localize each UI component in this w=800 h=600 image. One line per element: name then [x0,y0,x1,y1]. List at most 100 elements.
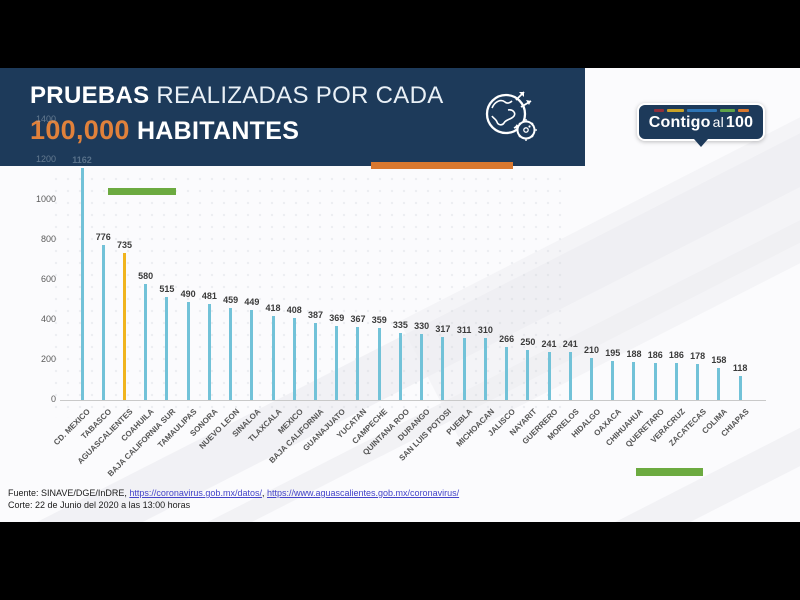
footer: Fuente: SINAVE/DGE/InDRE, https://corona… [8,487,459,511]
bar-value-label: 369 [329,313,345,324]
bar-mexico [292,318,296,400]
bar-yucatan [356,326,360,400]
bar-value-label: 210 [584,345,600,355]
logo-dash [719,109,735,112]
bar-puebla [462,337,466,400]
bar-morelos [568,351,572,400]
bar-sonora [207,303,211,400]
logo-dash [686,109,717,112]
bar-value-label: 735 [116,240,132,250]
bar-value-label: 515 [159,284,175,294]
bar-value-label: 310 [477,325,493,335]
logo-word-contigo: Contigo [648,114,711,131]
bar-value-label: 186 [647,349,663,360]
page-title: PRUEBAS REALIZADAS POR CADA 100,000 HABI… [30,82,444,146]
y-axis-tick-label: 1400 [35,114,56,124]
bar-chiapas [738,376,742,400]
title-line-1: PRUEBAS REALIZADAS POR CADA [30,82,444,110]
globe-virus-icon [485,91,537,141]
bar-durango [420,334,424,400]
bar-value-label: 158 [711,355,727,366]
bar-coahuila [144,284,148,400]
green-highlight-bar-top [108,188,176,195]
y-axis-tick-label: 1000 [35,194,56,204]
bar-value-label: 317 [435,323,451,334]
logo-speech-tail [694,139,708,147]
bar-value-label: 311 [456,324,472,335]
x-axis-line [60,400,766,401]
y-axis-tick-label: 600 [40,274,56,284]
bar-value-label: 335 [392,320,408,330]
y-axis-tick-label: 200 [40,354,56,364]
bar-chihuahua [632,362,636,400]
logo-dashes [639,109,763,112]
source-separator: , [261,488,267,498]
bar-zacatecas [696,364,700,400]
bar-value-label: 266 [499,333,515,344]
bar-tlaxcala [271,316,275,400]
cutoff-line: Corte: 22 de Junio del 2020 a las 13:00 … [8,500,191,510]
bar-sinaloa [250,310,254,400]
bar-value-label: 408 [286,305,302,316]
source-link-datos[interactable]: https://coronavirus.gob.mx/datos/ [129,488,262,498]
bar-value-label: 1162 [72,154,92,165]
bar-hidalgo [590,358,594,400]
bar-baja-california [314,322,318,400]
contigo-al-100-logo: Contigo al 100 [637,103,765,147]
logo-word-100: 100 [725,114,754,131]
bar-michoacan [483,338,487,400]
bar-cd-mexico [80,167,84,400]
bar-veracruz [674,362,678,400]
bar-baja-california-sur [165,297,169,400]
bar-value-label: 188 [626,349,642,360]
bar-value-label: 250 [520,337,536,347]
bar-value-label: 580 [138,271,154,281]
bar-guanajuato [335,326,339,400]
bar-value-label: 490 [180,289,196,299]
bar-value-label: 118 [732,363,748,374]
logo-dash [653,109,664,112]
source-line: Fuente: SINAVE/DGE/InDRE, https://corona… [8,487,459,499]
bar-value-label: 241 [541,338,557,349]
bar-value-label: 776 [95,231,111,242]
bar-colima [717,368,721,400]
green-highlight-bar-bottom [636,468,703,476]
bar-value-label: 387 [308,309,324,320]
title-rest: REALIZADAS POR CADA [156,82,444,109]
source-link-aguascalientes[interactable]: https://www.aguascalientes.gob.mx/corona… [266,488,460,498]
title-line-2: 100,000 HABITANTES [30,115,444,146]
bar-value-label: 195 [605,348,621,358]
bar-value-label: 330 [414,321,430,331]
bar-nayarit [526,350,530,400]
title-100000: 100,000 [30,115,130,145]
bar-jalisco [505,346,509,400]
bar-value-label: 418 [265,303,281,314]
source-prefix: Fuente: SINAVE/DGE/InDRE, [8,488,130,498]
bar-quintana-roo [398,333,402,400]
bar-campeche [377,328,381,400]
bar-oaxaca [611,361,615,400]
logo-dash [737,109,749,112]
bar-value-label: 481 [201,290,217,301]
logo-text: Contigo al 100 [639,114,763,132]
bar-tabasco [101,244,105,400]
bar-guerrero [547,351,551,400]
y-axis-tick-label: 0 [50,394,56,404]
logo-word-al: al [712,114,724,130]
bar-value-label: 459 [223,295,239,306]
bar-queretaro [653,362,657,400]
bar-value-label: 449 [244,297,260,308]
bar-value-label: 178 [690,351,706,362]
bar-nuevo-leon [229,308,233,400]
y-axis-tick-label: 800 [40,234,56,244]
bar-value-label: 186 [668,349,684,360]
bar-san-luis-potosi [441,336,445,400]
y-axis-tick-label: 400 [40,314,56,324]
logo-dash [666,109,684,112]
orange-underline-bar [371,162,513,169]
bar-value-label: 367 [350,313,366,324]
bar-value-label: 359 [371,315,387,326]
title-habitantes: HABITANTES [136,117,300,145]
